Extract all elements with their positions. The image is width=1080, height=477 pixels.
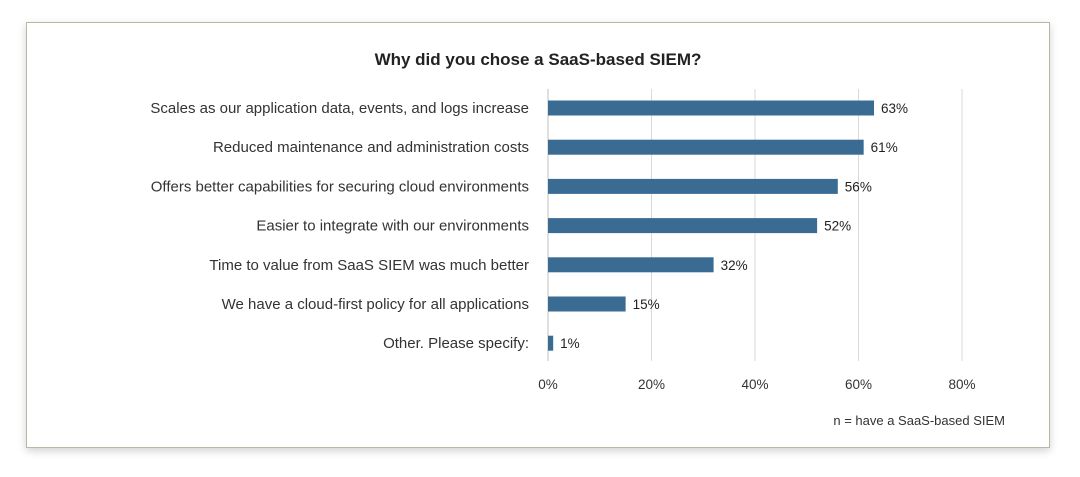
bar xyxy=(548,296,626,312)
category-label: Easier to integrate with our environment… xyxy=(256,218,529,235)
value-label: 56% xyxy=(845,179,872,194)
bar xyxy=(548,257,714,273)
value-label: 1% xyxy=(560,336,580,351)
sample-note: n = have a SaaS-based SIEM xyxy=(833,413,1005,428)
value-label: 61% xyxy=(871,140,898,155)
chart-card: Why did you chose a SaaS-based SIEM? 0% 2… xyxy=(26,22,1050,448)
chart-title: Why did you chose a SaaS-based SIEM? xyxy=(374,50,702,69)
bar xyxy=(548,335,554,351)
x-tick-label: 40% xyxy=(741,377,768,392)
bar xyxy=(548,100,875,116)
category-label: Time to value from SaaS SIEM was much be… xyxy=(209,257,529,274)
category-label: Scales as our application data, events, … xyxy=(150,100,529,117)
category-label: Other. Please specify: xyxy=(383,335,529,352)
value-label: 63% xyxy=(881,101,908,116)
value-label: 52% xyxy=(824,219,851,234)
x-tick-label: 20% xyxy=(638,377,665,392)
x-tick-label: 0% xyxy=(538,377,558,392)
bar xyxy=(548,218,818,234)
category-label: We have a cloud-first policy for all app… xyxy=(222,296,529,313)
category-label: Reduced maintenance and administration c… xyxy=(213,139,529,156)
x-tick-label: 80% xyxy=(948,377,975,392)
bar xyxy=(548,178,838,194)
category-label: Offers better capabilities for securing … xyxy=(151,178,529,195)
x-tick-label: 60% xyxy=(845,377,872,392)
bar xyxy=(548,139,864,155)
value-label: 32% xyxy=(721,258,748,273)
value-label: 15% xyxy=(633,297,660,312)
bar-chart: 0% 20% 40% 60% 80% Scales as our application … xyxy=(150,89,976,392)
